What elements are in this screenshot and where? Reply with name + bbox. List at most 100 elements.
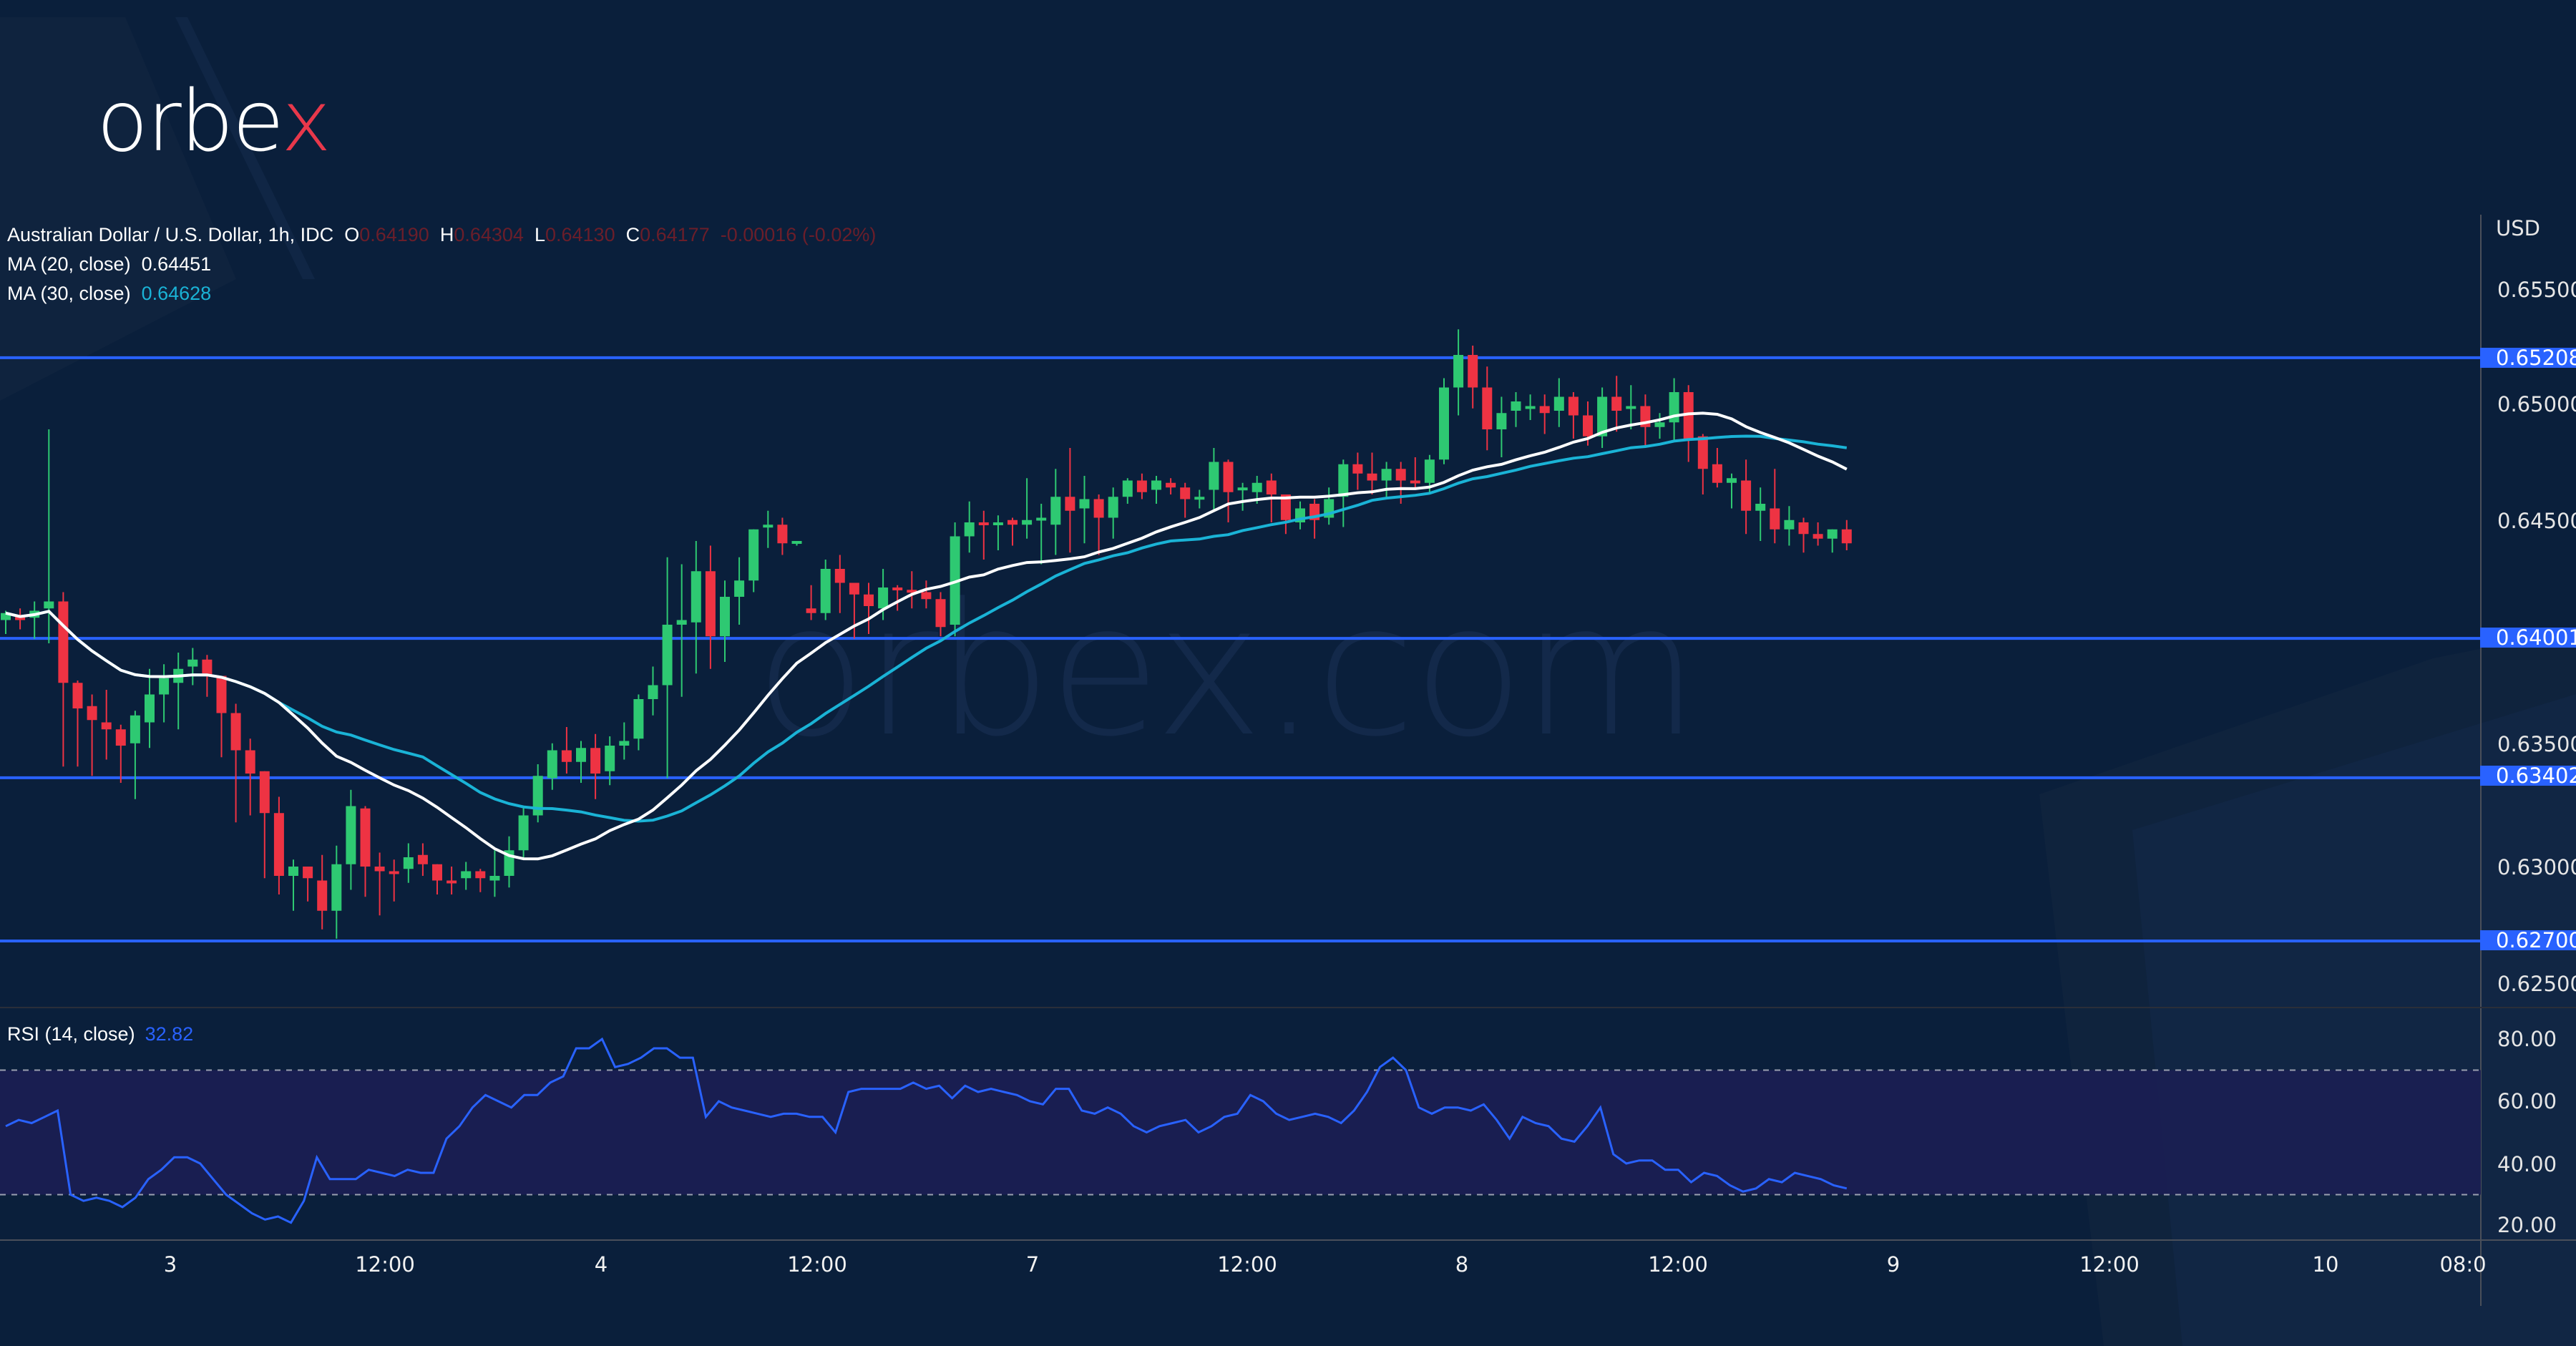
candle-body[interactable]	[1683, 392, 1694, 439]
candle-body[interactable]	[763, 525, 774, 528]
candle-body[interactable]	[187, 659, 198, 667]
candle-body[interactable]	[820, 569, 831, 613]
candle-body[interactable]	[1553, 396, 1564, 411]
candle-body[interactable]	[331, 864, 342, 911]
candle-body[interactable]	[806, 608, 816, 613]
candle-body[interactable]	[849, 582, 859, 595]
candle-body[interactable]	[417, 854, 428, 864]
candle-body[interactable]	[1626, 406, 1636, 409]
ma30-row[interactable]: MA (30, close) 0.64628	[7, 279, 876, 308]
candle-body[interactable]	[1712, 464, 1722, 483]
candle-body[interactable]	[230, 713, 241, 751]
candle-body[interactable]	[590, 748, 601, 774]
candle-body[interactable]	[1093, 499, 1104, 518]
candle-body[interactable]	[648, 685, 658, 700]
candle-body[interactable]	[1798, 522, 1809, 535]
candle-body[interactable]	[288, 867, 298, 876]
candle-body[interactable]	[1122, 480, 1133, 497]
candle-body[interactable]	[1237, 487, 1248, 491]
candle-body[interactable]	[1180, 487, 1191, 499]
candle-body[interactable]	[619, 741, 630, 746]
candle-body[interactable]	[518, 815, 529, 851]
candle-body[interactable]	[1352, 464, 1363, 474]
candle-body[interactable]	[1482, 387, 1493, 430]
candle-body[interactable]	[1597, 396, 1608, 437]
candle-body[interactable]	[1108, 497, 1118, 518]
candle-body[interactable]	[676, 620, 687, 625]
candle-body[interactable]	[935, 599, 946, 628]
candle-body[interactable]	[1395, 469, 1406, 481]
candle-body[interactable]	[1453, 355, 1464, 388]
candle-body[interactable]	[547, 750, 557, 779]
candle-body[interactable]	[662, 625, 673, 686]
candle-body[interactable]	[834, 569, 845, 583]
candle-body[interactable]	[360, 808, 371, 867]
candle-body[interactable]	[1008, 520, 1018, 525]
candle-body[interactable]	[950, 536, 960, 625]
candle-body[interactable]	[705, 571, 716, 637]
candle-body[interactable]	[374, 867, 385, 872]
candle-body[interactable]	[1424, 459, 1435, 483]
candle-body[interactable]	[1136, 480, 1147, 492]
candle-body[interactable]	[1827, 529, 1838, 539]
candle-body[interactable]	[1, 613, 11, 620]
candle-body[interactable]	[1496, 413, 1507, 429]
candle-body[interactable]	[1022, 520, 1033, 525]
candle-body[interactable]	[259, 771, 270, 814]
candle-body[interactable]	[605, 746, 615, 771]
candle-body[interactable]	[992, 522, 1003, 525]
rsi-legend[interactable]: RSI (14, close) 32.82	[7, 1023, 193, 1045]
candle-body[interactable]	[432, 864, 442, 881]
candle-body[interactable]	[389, 871, 399, 874]
candle-body[interactable]	[1583, 415, 1593, 437]
candle-body[interactable]	[1050, 497, 1061, 525]
candle-body[interactable]	[1036, 517, 1047, 521]
candle-body[interactable]	[1410, 480, 1420, 484]
candle-body[interactable]	[1654, 422, 1665, 427]
candle-body[interactable]	[1727, 478, 1737, 483]
candle-body[interactable]	[461, 871, 472, 879]
candle-body[interactable]	[1468, 355, 1478, 388]
candle-body[interactable]	[777, 525, 788, 544]
candle-body[interactable]	[1280, 494, 1291, 520]
candle-body[interactable]	[489, 876, 500, 881]
candle-body[interactable]	[921, 592, 932, 600]
candle-body[interactable]	[633, 699, 644, 739]
candle-body[interactable]	[1338, 464, 1349, 497]
candle-body[interactable]	[1065, 497, 1075, 511]
candle-body[interactable]	[1367, 473, 1377, 481]
candle-body[interactable]	[1755, 504, 1766, 511]
candle-body[interactable]	[1697, 436, 1708, 469]
candle-body[interactable]	[576, 748, 586, 762]
candle-body[interactable]	[1194, 497, 1205, 500]
candle-body[interactable]	[734, 580, 745, 597]
candle-body[interactable]	[1813, 534, 1823, 539]
candle-body[interactable]	[532, 776, 543, 816]
candle-body[interactable]	[1770, 508, 1780, 530]
candle-body[interactable]	[346, 806, 356, 864]
candle-body[interactable]	[101, 722, 112, 730]
candle-body[interactable]	[216, 676, 227, 713]
candle-body[interactable]	[145, 694, 155, 723]
candle-body[interactable]	[1209, 462, 1219, 490]
candle-body[interactable]	[1741, 480, 1752, 511]
candle-body[interactable]	[1151, 480, 1161, 490]
candle-body[interactable]	[748, 529, 759, 581]
candle-body[interactable]	[864, 594, 874, 606]
candle-body[interactable]	[202, 659, 213, 676]
candle-body[interactable]	[1439, 387, 1449, 460]
candle-body[interactable]	[878, 587, 889, 609]
candle-body[interactable]	[907, 590, 917, 593]
candle-body[interactable]	[475, 871, 486, 879]
candle-body[interactable]	[115, 729, 126, 746]
candle-body[interactable]	[44, 601, 54, 609]
candle-body[interactable]	[978, 522, 989, 525]
candle-body[interactable]	[1252, 482, 1262, 492]
candle-body[interactable]	[1568, 396, 1579, 416]
candle-body[interactable]	[317, 880, 328, 911]
candle-body[interactable]	[87, 706, 97, 721]
candle-body[interactable]	[691, 571, 701, 623]
candle-body[interactable]	[720, 597, 730, 637]
candle-body[interactable]	[1166, 482, 1176, 488]
